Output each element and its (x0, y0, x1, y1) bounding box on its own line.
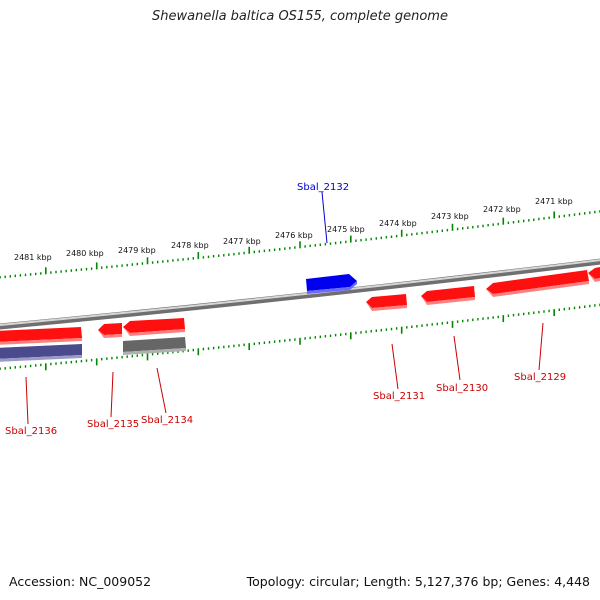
gene-sbal-2130-shadow (421, 296, 475, 305)
scale-label: 2475 kbp (327, 225, 365, 234)
leader-sbal-2130 (453, 335, 461, 381)
scale-label: 2481 kbp (14, 253, 52, 262)
gene-sbal-2136-shadow (0, 338, 82, 345)
genome-backbone-highlight (0, 259, 600, 327)
gene-label-sbal-2131[interactable]: Sbal_2131 (373, 391, 425, 402)
gene-sbal-2132-shadow (307, 281, 357, 294)
gene-sbal-2135-shadow (98, 330, 122, 338)
gene-sbal-2130[interactable] (421, 286, 475, 302)
scale-label: 2476 kbp (275, 231, 313, 240)
scale-label: 2479 kbp (118, 246, 156, 255)
leader-sbal-2132 (321, 191, 328, 244)
leader-sbal-2131 (391, 343, 399, 390)
gene-sbal-2128[interactable] (588, 266, 600, 279)
gene-sbal-2132[interactable] (306, 274, 357, 291)
leader-sbal-2134 (156, 367, 167, 414)
gene-sbal-2131[interactable] (366, 294, 407, 308)
scale-label: 2472 kbp (483, 205, 521, 214)
gene-sbal-2129[interactable] (486, 270, 589, 294)
gene-sbal-2134[interactable] (123, 318, 185, 333)
gene-sbal-2136[interactable] (0, 327, 82, 342)
genome-summary-text: Topology: circular; Length: 5,127,376 bp… (246, 574, 590, 589)
scale-label: 2478 kbp (171, 241, 209, 250)
scale-label: 2473 kbp (431, 212, 469, 221)
leader-sbal-2129 (538, 322, 544, 371)
gene-sbal-2134-lower[interactable] (123, 337, 186, 352)
gene-sbal-2131-shadow (366, 302, 407, 311)
scale-label: 2480 kbp (66, 249, 104, 258)
gene-label-sbal-2135[interactable]: Sbal_2135 (87, 419, 139, 430)
scale-label: 2471 kbp (535, 197, 573, 206)
gene-sbal-2135[interactable] (98, 323, 122, 335)
scale-label: 2474 kbp (379, 219, 417, 228)
gene-label-sbal-2130[interactable]: Sbal_2130 (436, 383, 488, 394)
genome-title: Shewanella baltica OS155, complete genom… (152, 9, 448, 24)
inner-scale-ticks (0, 303, 600, 371)
gene-label-sbal-2134[interactable]: Sbal_2134 (141, 415, 193, 426)
gene-sbal-2136-lower[interactable] (0, 344, 82, 359)
gene-sbal-2129-shadow (486, 281, 589, 297)
outer-scale-ticks (0, 210, 600, 279)
accession-text: Accession: NC_009052 (9, 574, 152, 589)
gene-sbal-2136-lower-shadow (0, 355, 82, 362)
gene-label-sbal-2132[interactable]: Sbal_2132 (297, 182, 349, 193)
gene-sbal-2134-lower-shadow (123, 348, 186, 355)
gene-sbal-2134-shadow (123, 327, 185, 336)
leader-sbal-2135 (110, 371, 114, 418)
leader-sbal-2136 (25, 376, 29, 425)
gene-label-sbal-2129[interactable]: Sbal_2129 (514, 372, 566, 383)
gene-label-sbal-2136[interactable]: Sbal_2136 (5, 426, 57, 437)
gene-sbal-2128-shadow (588, 273, 600, 282)
genome-backbone (0, 258, 600, 330)
scale-label: 2477 kbp (223, 237, 261, 246)
